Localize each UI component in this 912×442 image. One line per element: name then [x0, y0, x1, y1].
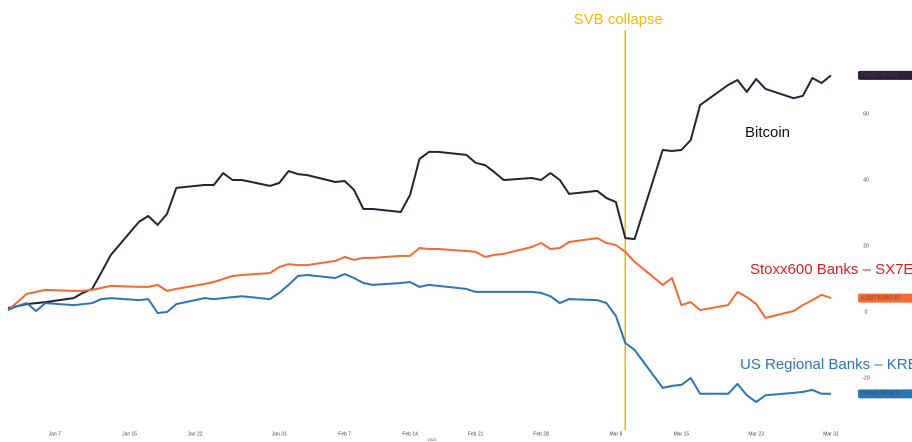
x-tick-label: Jan 15: [122, 431, 137, 437]
value-tag: [858, 293, 912, 303]
value-tag-text: 24.8071 SPDR S: [861, 391, 900, 397]
value-tag: [858, 389, 912, 399]
series-line: [7, 237, 832, 319]
x-tick-label: Mar 15: [674, 431, 690, 437]
annotation-text: SVB collapse: [574, 11, 663, 28]
value-tag: [858, 70, 912, 80]
y-tick-label: 0: [865, 309, 868, 315]
series-line: [7, 74, 832, 309]
x-axis-label: 2023: [428, 437, 438, 442]
x-tick-label: Feb 28: [533, 431, 549, 437]
y-tick-label: 40: [863, 177, 869, 183]
x-tick-label: Feb 14: [402, 431, 418, 437]
x-tick-label: Jan 22: [188, 431, 203, 437]
x-tick-label: Jan 31: [272, 431, 287, 437]
series-label: US Regional Banks – KRE US: [740, 356, 912, 373]
y-tick-label: 60: [863, 111, 869, 117]
value-tag-text: 4.2327 EURO ST: [861, 295, 900, 301]
y-tick-label: 20: [863, 243, 869, 249]
x-tick-label: Feb 7: [338, 431, 351, 437]
series-line: [7, 273, 831, 404]
x-tick-label: Mar 23: [748, 431, 764, 437]
y-tick-label: -20: [862, 375, 869, 381]
x-tick-label: Jan 7: [49, 431, 61, 437]
series-label: Bitcoin: [745, 124, 790, 141]
x-tick-label: Mar 8: [610, 431, 623, 437]
x-tick-label: Feb 21: [468, 431, 484, 437]
value-tag-text: 71.6817 XBT-US: [861, 73, 899, 79]
x-tick-label: Mar 31: [823, 431, 839, 437]
series-label: Stoxx600 Banks – SX7E: [750, 261, 912, 278]
